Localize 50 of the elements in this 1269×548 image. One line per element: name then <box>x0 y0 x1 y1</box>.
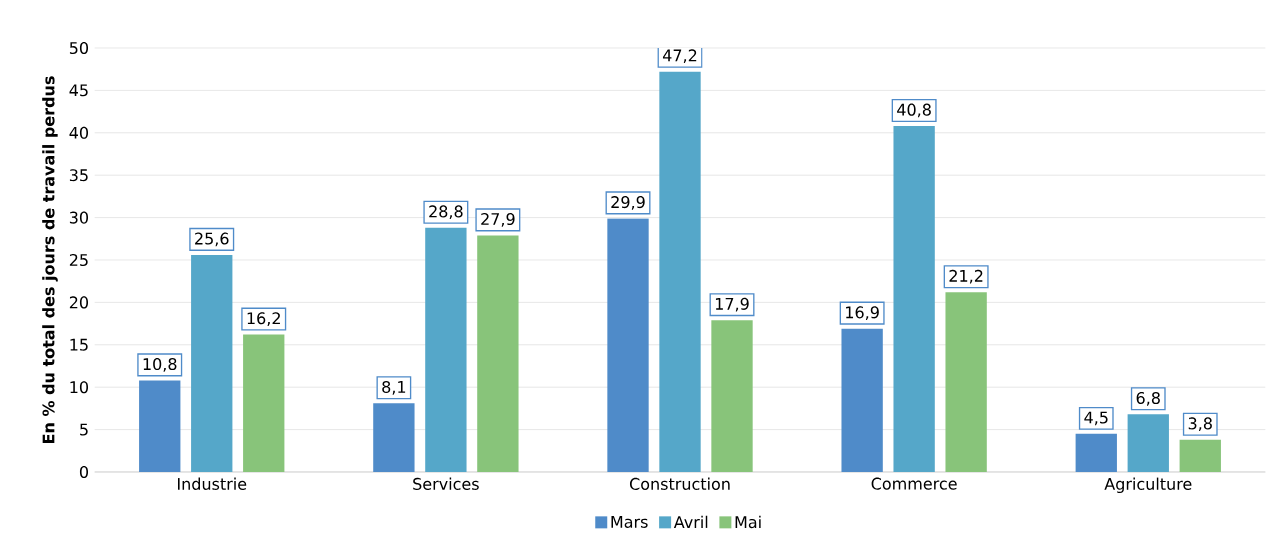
data-label: 17,9 <box>715 297 749 312</box>
y-tick-label: 30 <box>69 211 89 224</box>
data-label: 27,9 <box>481 213 515 227</box>
bar <box>1075 433 1117 472</box>
y-tick-label: 15 <box>70 338 88 351</box>
bar <box>243 334 285 472</box>
data-label: 8,1 <box>382 380 406 395</box>
data-label: 16,9 <box>846 306 879 321</box>
y-tick-label: 0 <box>79 465 89 479</box>
bar <box>841 328 883 472</box>
bar <box>659 71 701 472</box>
bar <box>425 227 467 472</box>
y-tick-label: 20 <box>69 296 89 309</box>
bar <box>139 380 181 472</box>
bar <box>893 126 935 472</box>
y-tick-label: 10 <box>70 381 89 394</box>
data-label: 29,9 <box>611 196 645 210</box>
legend-label: Avril <box>673 515 708 528</box>
bar <box>607 218 649 472</box>
x-tick-label: Industrie <box>178 477 247 490</box>
data-label: 21,2 <box>949 269 983 284</box>
data-label: 25,6 <box>195 232 229 247</box>
bar <box>1179 439 1221 472</box>
bar <box>373 403 415 472</box>
y-tick-label: 45 <box>69 84 88 97</box>
y-axis-title: En % du total des jours de travail perdus <box>42 76 58 443</box>
bar <box>191 254 233 472</box>
legend-label: Mai <box>735 515 761 529</box>
data-label: 4,5 <box>1084 411 1108 426</box>
bar <box>1127 414 1169 472</box>
bar <box>477 235 519 472</box>
bar <box>945 292 987 472</box>
x-tick-label: Agriculture <box>1104 477 1192 494</box>
bar <box>711 320 753 472</box>
legend-label: Mars <box>611 515 648 528</box>
y-tick-label: 50 <box>69 41 89 55</box>
y-tick-label: 5 <box>80 423 88 436</box>
y-tick-label: 40 <box>69 126 89 139</box>
x-tick-label: Services <box>413 477 479 490</box>
x-tick-label: Commerce <box>871 477 957 490</box>
y-tick-label: 25 <box>69 253 88 267</box>
y-tick-label: 35 <box>69 169 88 182</box>
x-tick-label: Construction <box>629 477 730 490</box>
data-label: 47,2 <box>662 49 697 64</box>
data-label: 3,8 <box>1188 417 1212 432</box>
data-label: 16,2 <box>247 312 280 326</box>
data-label: 40,8 <box>897 103 931 118</box>
data-label: 6,8 <box>1136 391 1160 406</box>
data-label: 28,8 <box>429 205 463 220</box>
data-label: 10,8 <box>143 358 177 372</box>
